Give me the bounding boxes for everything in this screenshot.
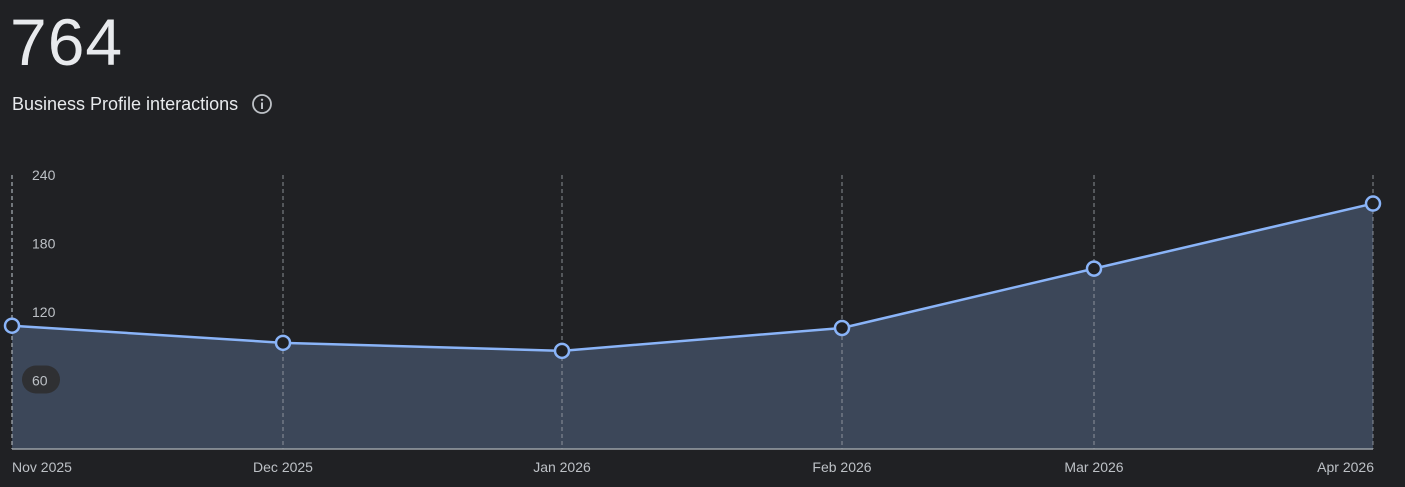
x-tick-label: Jan 2026 bbox=[533, 459, 591, 475]
info-circle-icon[interactable] bbox=[251, 93, 273, 115]
data-point bbox=[833, 319, 851, 337]
y-tick-badge bbox=[22, 365, 60, 394]
y-tick-label: 60 bbox=[32, 373, 48, 389]
info-icon-svg bbox=[252, 94, 273, 114]
x-tick-label: Apr 2026 bbox=[1317, 459, 1374, 475]
metric-label-row: Business Profile interactions bbox=[12, 92, 273, 116]
metric-label: Business Profile interactions bbox=[12, 93, 239, 114]
x-tick-label: Mar 2026 bbox=[1064, 459, 1123, 475]
x-tick-label: Nov 2025 bbox=[12, 459, 72, 475]
data-point bbox=[3, 317, 21, 334]
total-interactions-value: 764 bbox=[10, 5, 124, 79]
data-point bbox=[274, 334, 292, 352]
data-point bbox=[553, 342, 571, 360]
data-point bbox=[1085, 260, 1103, 277]
x-tick-label: Dec 2025 bbox=[253, 459, 313, 475]
y-tick-label: 120 bbox=[32, 304, 56, 320]
area-fill bbox=[12, 203, 1373, 449]
x-tick-label: Feb 2026 bbox=[812, 459, 871, 475]
y-tick-label: 180 bbox=[32, 236, 56, 252]
data-point bbox=[1364, 195, 1382, 212]
series-line bbox=[11, 202, 1374, 353]
y-tick-label: 240 bbox=[32, 167, 56, 183]
